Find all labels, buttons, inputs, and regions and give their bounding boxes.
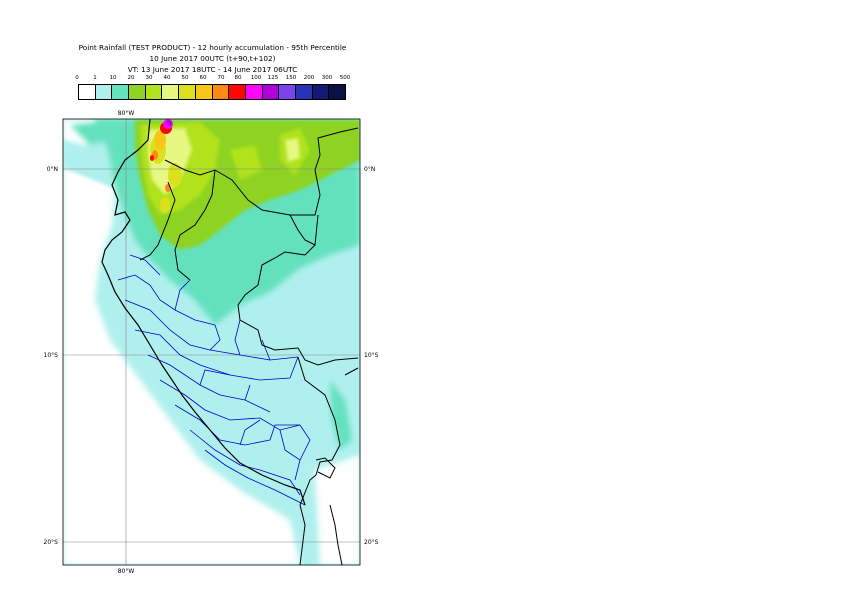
legend-swatch [195,85,213,99]
base-time: 10 June 2017 00UTC (t+90,t+102) [149,54,276,63]
legend-swatch [95,85,113,99]
rain-above-100mm [163,119,173,129]
legend-threshold: 80 [234,75,242,81]
legend-swatch [145,85,163,99]
legend-swatch [295,85,313,99]
country-borders [139,127,359,566]
map-frame [62,118,361,566]
legend-swatch [112,85,130,99]
valid-time: VT: 13 June 2017 18UTC - 14 June 2017 06… [127,65,298,74]
legend-threshold: 70 [217,75,225,81]
legend-threshold: 300 [321,75,333,81]
legend-threshold: 50 [181,75,189,81]
lon-label-top: 80°W [118,110,135,117]
legend-swatch [162,85,180,99]
legend-threshold: 500 [339,75,351,81]
map-title: Point Rainfall (TEST PRODUCT) - 12 hourl… [78,43,347,52]
lat-label-20-right: 20°S [364,539,379,546]
legend-swatch [312,85,330,99]
rainfall-field [63,119,360,565]
legend-swatch [262,85,280,99]
admin-borders [117,254,311,506]
legend-swatch [245,85,263,99]
legend-swatch [212,85,230,99]
legend-threshold: 150 [285,75,297,81]
legend-colorbar [78,84,346,100]
graticule [63,119,360,565]
lat-label-10-right: 10°S [364,352,379,359]
legend-swatch [179,85,196,99]
lat-label-20-left: 20°S [44,539,59,546]
legend-threshold: 30 [145,75,153,81]
legend-swatch [129,85,146,99]
legend-threshold-labels: 0 1 10 20 30 40 50 60 70 80 100 125 150 … [0,75,842,85]
lon-label-bottom: 80°W [118,568,135,575]
legend-threshold: 125 [267,75,279,81]
lat-label-0-left: 0°N [47,166,58,173]
legend-threshold: 0 [75,75,79,81]
legend-threshold: 100 [250,75,262,81]
lat-label-10-left: 10°S [44,352,59,359]
legend-swatch [79,85,96,99]
legend-threshold: 1 [93,75,97,81]
legend-swatch [229,85,246,99]
legend-threshold: 60 [199,75,207,81]
lat-label-0-right: 0°N [364,166,375,173]
legend-swatch [279,85,296,99]
legend-threshold: 10 [109,75,117,81]
legend-threshold: 200 [303,75,315,81]
coastline [101,118,306,506]
coastal-light-rain [63,140,115,188]
legend-swatch [329,85,345,99]
legend-threshold: 20 [127,75,135,81]
legend-threshold: 40 [163,75,171,81]
